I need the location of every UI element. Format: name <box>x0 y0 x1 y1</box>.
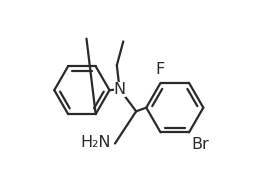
Text: F: F <box>155 62 164 77</box>
Text: H₂N: H₂N <box>80 135 110 150</box>
Text: N: N <box>113 82 126 97</box>
Text: Br: Br <box>191 137 209 152</box>
